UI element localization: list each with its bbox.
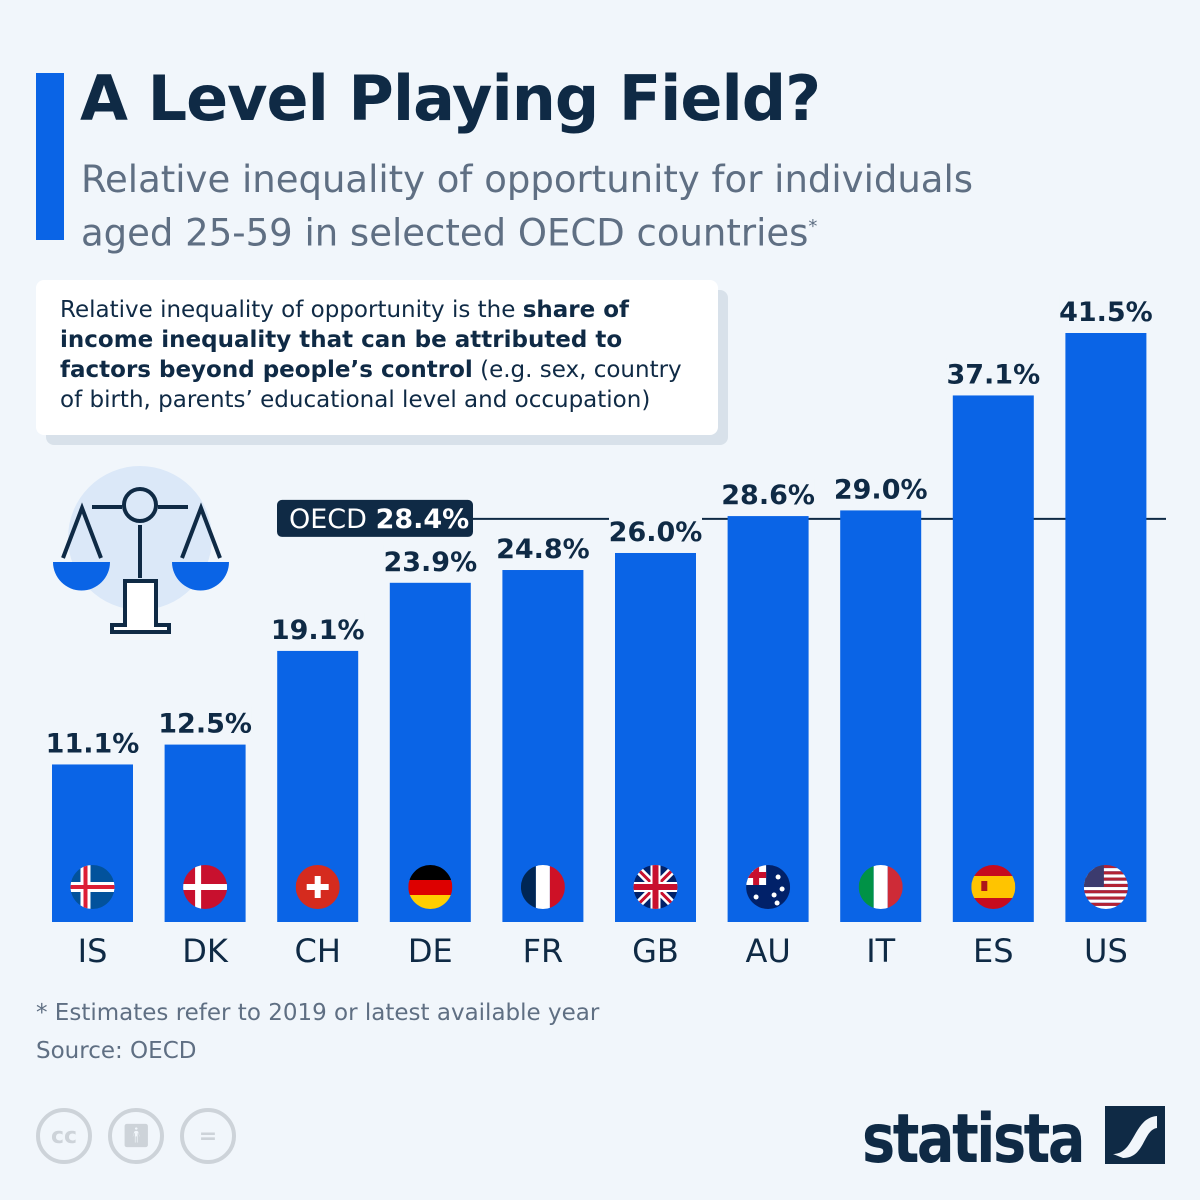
scales-icon xyxy=(53,466,229,634)
value-label: 29.0% xyxy=(834,474,928,505)
category-label: FR xyxy=(523,932,564,970)
bar-es xyxy=(952,395,1034,922)
bar-group-es: 37.1% ES xyxy=(946,357,1040,970)
footnote-mark: * xyxy=(808,216,818,237)
category-label: AU xyxy=(745,932,790,970)
value-label-bg xyxy=(271,612,365,643)
subtitle: Relative inequality of opportunity for i… xyxy=(81,156,1041,256)
bar-group-gb: 26.0% GB xyxy=(609,514,703,970)
bar-gb xyxy=(615,552,696,922)
category-label: IS xyxy=(78,932,108,970)
spain-flag-icon xyxy=(971,865,1016,909)
switzerland-flag-icon xyxy=(295,865,340,909)
value-label-bg xyxy=(834,472,928,503)
value-label-bg xyxy=(721,478,815,509)
value-label: 26.0% xyxy=(609,517,703,548)
note-text-end: (e.g. sex, country of birth, parents’ ed… xyxy=(60,357,682,413)
value-label: 19.1% xyxy=(271,615,365,646)
iceland-flag-icon xyxy=(70,865,115,909)
no-derivatives-icon[interactable]: = xyxy=(180,1108,236,1164)
bar-group-ch: 19.1% CH xyxy=(271,612,365,970)
category-label: GB xyxy=(632,932,679,970)
value-label: 37.1% xyxy=(946,359,1040,390)
australia-flag-icon xyxy=(746,865,791,909)
category-label: IT xyxy=(866,932,895,970)
statista-logo-mark xyxy=(1105,1106,1165,1164)
accent-bar xyxy=(36,73,64,240)
denmark-flag-icon xyxy=(183,865,228,909)
value-label-bg xyxy=(946,357,1040,388)
uk-flag-icon xyxy=(633,865,678,909)
usa-flag-icon xyxy=(1083,865,1128,909)
oecd-value: 28.4% xyxy=(376,504,470,535)
subtitle-text: Relative inequality of opportunity for i… xyxy=(81,158,974,255)
bar-au xyxy=(727,516,809,922)
bar-group-us: 41.5% US xyxy=(1059,295,1153,970)
svg-text:OECD 28.4%: OECD 28.4% xyxy=(289,504,469,535)
germany-flag-icon xyxy=(408,865,453,909)
bar-fr xyxy=(502,570,584,922)
category-label: DE xyxy=(408,932,453,970)
footnote: * Estimates refer to 2019 or latest avai… xyxy=(36,1000,600,1026)
definition-box: Relative inequality of opportunity is th… xyxy=(36,280,718,435)
bar-group-fr: 24.8% FR xyxy=(496,532,590,970)
source: Source: OECD xyxy=(36,1038,197,1064)
page-title: A Level Playing Field? xyxy=(80,62,821,135)
bar-us xyxy=(1065,333,1147,922)
value-label: 23.9% xyxy=(383,547,477,578)
value-label-bg xyxy=(158,706,252,737)
value-label: 12.5% xyxy=(158,709,252,740)
cc-license-icon[interactable]: cc xyxy=(36,1108,92,1164)
value-label: 28.6% xyxy=(721,480,815,511)
bar-chart: 11.1% IS 12.5% DK 19.1% CH 23.9% DE 24.8% FR 26.0%… xyxy=(46,295,1166,970)
bar-group-is: 11.1% IS xyxy=(46,726,140,970)
bar-group-it: 29.0% IT xyxy=(834,472,928,970)
category-label: CH xyxy=(294,932,340,970)
note-text: Relative inequality of opportunity is th… xyxy=(60,297,523,323)
value-label: 11.1% xyxy=(46,728,140,759)
category-label: DK xyxy=(182,932,229,970)
bar-group-au: 28.6% AU xyxy=(721,478,815,970)
statista-logo[interactable]: statista xyxy=(862,1100,1085,1179)
value-label-bg xyxy=(383,544,477,575)
france-flag-icon xyxy=(520,865,565,909)
value-label-bg xyxy=(496,532,590,563)
oecd-label-text: OECD xyxy=(289,504,367,535)
oecd-label: OECD 28.4% xyxy=(277,499,473,537)
value-label-bg xyxy=(46,726,139,757)
attribution-icon[interactable]: 🚹︎ xyxy=(108,1108,164,1164)
bar-it xyxy=(840,510,922,922)
value-label-bg xyxy=(1059,295,1153,325)
value-label-bg xyxy=(609,514,702,545)
value-label: 24.8% xyxy=(496,534,590,565)
bar-group-de: 23.9% DE xyxy=(383,544,477,970)
value-label: 41.5% xyxy=(1059,297,1153,328)
note-bold: share of income inequality that can be a… xyxy=(60,297,630,383)
italy-flag-icon xyxy=(858,865,903,909)
bar-group-dk: 12.5% DK xyxy=(158,706,252,970)
category-label: ES xyxy=(973,932,1014,970)
category-label: US xyxy=(1084,932,1128,970)
